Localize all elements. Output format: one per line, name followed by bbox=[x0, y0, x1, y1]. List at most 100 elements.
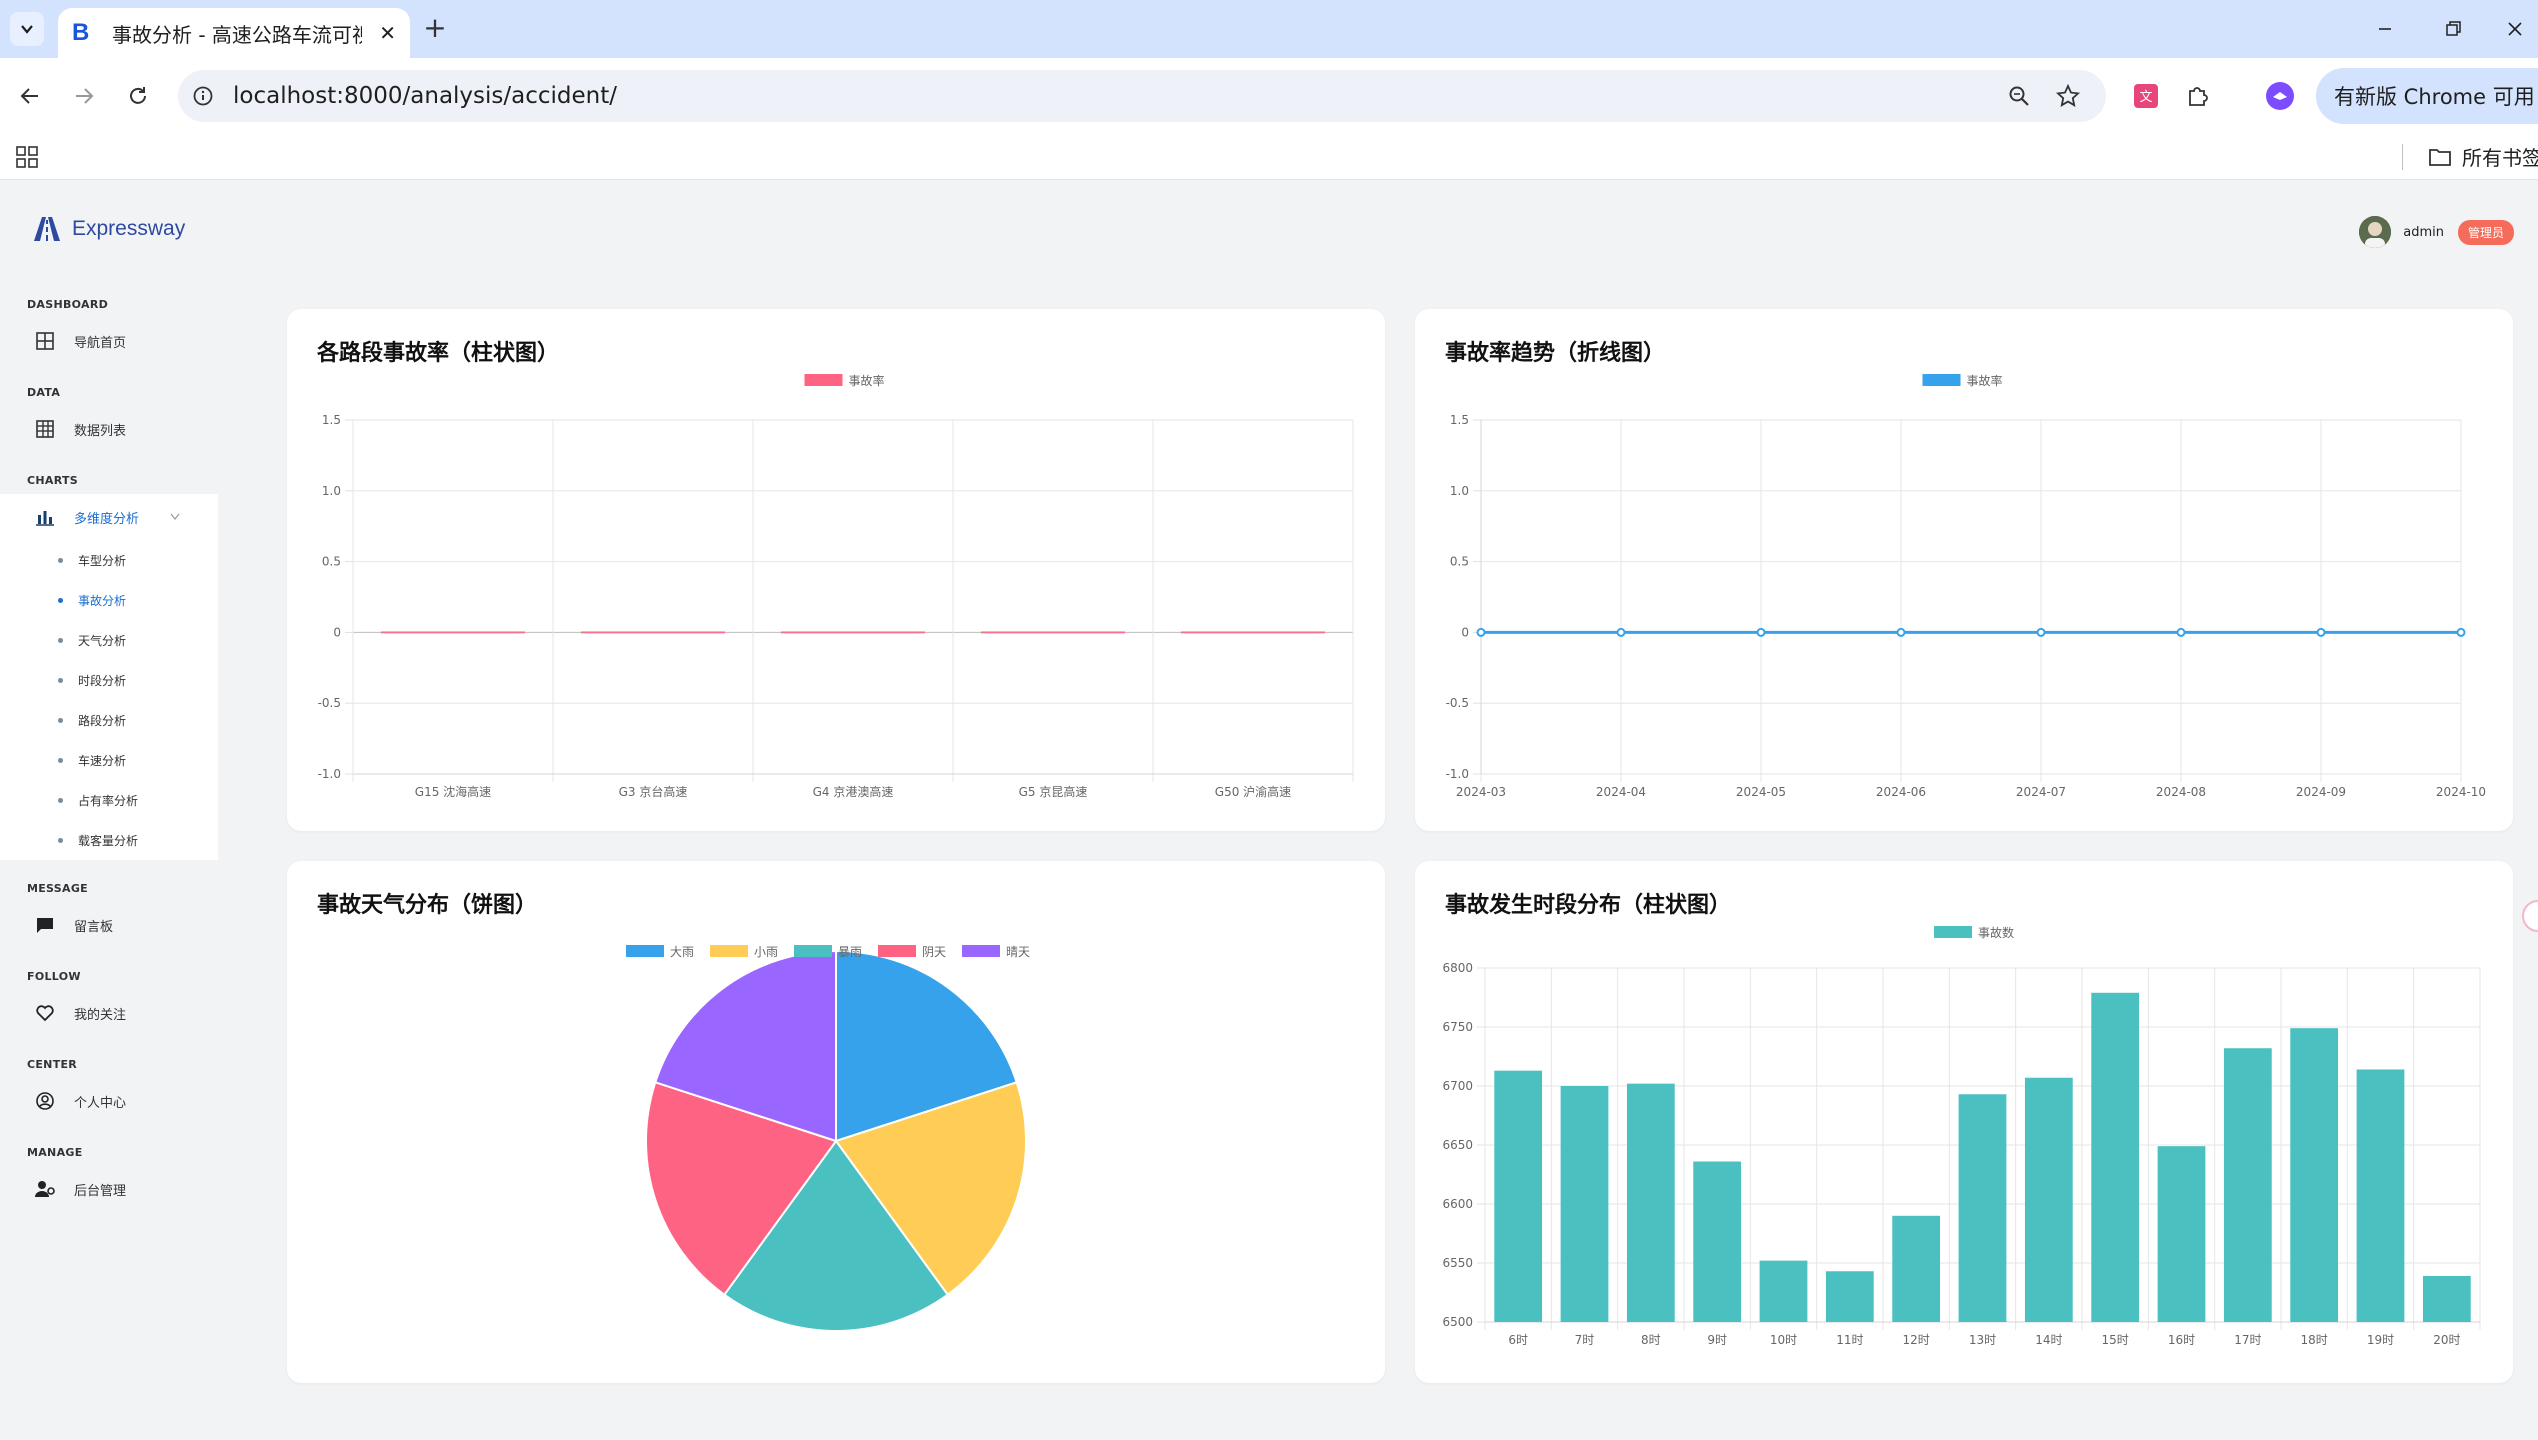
sidebar-item-label: 导航首页 bbox=[74, 335, 127, 351]
site-info-icon[interactable] bbox=[192, 85, 214, 107]
bar[interactable] bbox=[2223, 1048, 2272, 1322]
bar[interactable] bbox=[2157, 1146, 2206, 1322]
tab-search-button[interactable] bbox=[10, 12, 44, 46]
chart-legend[interactable]: 事故率 bbox=[1922, 373, 2003, 388]
submenu-item[interactable]: 车速分析 bbox=[0, 740, 218, 780]
y-tick-label: 0.5 bbox=[1450, 555, 1469, 569]
apps-grid-icon[interactable] bbox=[16, 146, 38, 168]
data-point[interactable] bbox=[2316, 627, 2326, 637]
bar[interactable] bbox=[2091, 992, 2140, 1322]
submenu-item[interactable]: 时段分析 bbox=[0, 660, 218, 700]
sidebar-item[interactable]: 多维度分析 bbox=[0, 494, 218, 540]
pie-slice[interactable] bbox=[835, 949, 1018, 1143]
avatar[interactable] bbox=[2359, 216, 2392, 248]
y-tick-label: -1.0 bbox=[1446, 767, 1469, 781]
sidebar-item[interactable]: 导航首页 bbox=[0, 318, 218, 364]
chart-legend[interactable]: 事故数 bbox=[1934, 925, 2014, 940]
submenu-item[interactable]: 载客量分析 bbox=[0, 820, 218, 860]
y-tick-label: 6750 bbox=[1442, 1020, 1473, 1034]
profile-button[interactable] bbox=[2262, 78, 2298, 114]
data-point[interactable] bbox=[1756, 627, 1766, 637]
data-point[interactable] bbox=[2036, 627, 2046, 637]
bar[interactable] bbox=[381, 631, 525, 634]
x-tick-label: 15时 bbox=[2102, 1333, 2129, 1347]
sidebar-item[interactable]: 数据列表 bbox=[0, 406, 218, 452]
data-point[interactable] bbox=[1476, 627, 1486, 637]
sidebar-section: DASHBOARD 导航首页 bbox=[0, 296, 218, 364]
chart-legend[interactable]: 事故率 bbox=[804, 373, 885, 388]
bar[interactable] bbox=[2356, 1069, 2405, 1322]
bar[interactable] bbox=[981, 631, 1125, 634]
all-bookmarks-button[interactable]: 所有书签 bbox=[2428, 142, 2538, 171]
translate-extension-button[interactable]: 文 bbox=[2128, 78, 2164, 114]
bar[interactable] bbox=[581, 631, 725, 634]
pie-slice[interactable] bbox=[722, 1139, 950, 1332]
bar[interactable] bbox=[1181, 631, 1325, 634]
bar[interactable] bbox=[1759, 1260, 1808, 1322]
user-menu[interactable]: admin 管理员 bbox=[2359, 216, 2514, 248]
heart-icon bbox=[34, 1002, 56, 1024]
address-bar[interactable]: localhost:8000/analysis/accident/ bbox=[178, 70, 2106, 122]
bar[interactable] bbox=[1892, 1215, 1941, 1322]
submenu-item[interactable]: 天气分析 bbox=[0, 620, 218, 660]
bullet-icon bbox=[58, 677, 63, 683]
x-tick-label: 2024-07 bbox=[2016, 785, 2066, 799]
data-point[interactable] bbox=[2176, 627, 2186, 637]
submenu-item[interactable]: 路段分析 bbox=[0, 700, 218, 740]
data-point[interactable] bbox=[1616, 627, 1626, 637]
sidebar-item[interactable]: 留言板 bbox=[0, 902, 218, 948]
y-axis: 1.5 1.0 0.5 0 -0.5 -1.0 bbox=[318, 413, 1353, 781]
legend-label: 阴天 bbox=[922, 945, 946, 959]
sidebar-item[interactable]: 后台管理 bbox=[0, 1166, 218, 1212]
x-tick-label: 2024-09 bbox=[2296, 785, 2346, 799]
back-button[interactable] bbox=[12, 78, 48, 114]
submenu-item[interactable]: 事故分析 bbox=[0, 580, 218, 620]
app-logo[interactable]: Expressway bbox=[32, 216, 185, 242]
bar[interactable] bbox=[2290, 1028, 2339, 1322]
sidebar-item[interactable]: 个人中心 bbox=[0, 1078, 218, 1124]
bar[interactable] bbox=[781, 631, 925, 634]
bookmark-star-icon[interactable] bbox=[2056, 84, 2080, 108]
bullet-icon bbox=[58, 797, 63, 803]
pie-slice[interactable] bbox=[645, 1081, 838, 1297]
y-tick-label: 1.0 bbox=[322, 484, 341, 498]
y-tick-label: 6700 bbox=[1442, 1079, 1473, 1093]
user-photo-icon bbox=[2359, 216, 2392, 248]
submenu-item[interactable]: 车型分析 bbox=[0, 540, 218, 580]
bar[interactable] bbox=[2024, 1077, 2073, 1322]
chrome-update-button[interactable]: 有新版 Chrome 可用⋮ bbox=[2316, 68, 2538, 124]
bar[interactable] bbox=[1494, 1070, 1543, 1322]
tab-close-icon[interactable]: ✕ bbox=[379, 21, 396, 45]
bar[interactable] bbox=[1825, 1271, 1874, 1322]
arrow-right-icon bbox=[76, 88, 94, 104]
data-point[interactable] bbox=[2456, 627, 2466, 637]
pie-slice[interactable] bbox=[834, 1081, 1027, 1297]
x-axis: 6时 7时 8时 9时 10时 11时 12时 13时 14时 15时 16时 17时 18时 19时 20… bbox=[1484, 968, 2481, 1347]
sidebar-item[interactable]: 我的关注 bbox=[0, 990, 218, 1036]
chevron-down-icon bbox=[21, 25, 33, 34]
chart-legend[interactable]: 大雨 小雨 暴雨 阴天 晴天 bbox=[626, 945, 1030, 959]
submenu-item[interactable]: 占有率分析 bbox=[0, 780, 218, 820]
minimize-button[interactable] bbox=[2370, 14, 2400, 44]
close-icon bbox=[2508, 22, 2522, 36]
reload-button[interactable] bbox=[120, 78, 156, 114]
y-tick-label: -0.5 bbox=[1446, 696, 1469, 710]
bar[interactable] bbox=[1626, 1083, 1675, 1322]
arrow-left-icon bbox=[20, 88, 38, 104]
data-point[interactable] bbox=[1896, 627, 1906, 637]
zoom-icon[interactable] bbox=[2008, 85, 2030, 107]
forward-button[interactable] bbox=[66, 78, 102, 114]
bar[interactable] bbox=[1560, 1086, 1609, 1322]
close-window-button[interactable] bbox=[2500, 14, 2530, 44]
floating-assistant-button[interactable] bbox=[2522, 900, 2538, 932]
bar[interactable] bbox=[1958, 1094, 2007, 1322]
bar[interactable] bbox=[1693, 1161, 1742, 1322]
chart-weather-pie: 大雨 小雨 暴雨 阴天 晴天 bbox=[626, 945, 1030, 1332]
bar[interactable] bbox=[2422, 1275, 2471, 1322]
extensions-button[interactable] bbox=[2180, 78, 2216, 114]
restore-button[interactable] bbox=[2438, 14, 2468, 44]
url-text[interactable]: localhost:8000/analysis/accident/ bbox=[233, 83, 617, 109]
chart-hourly-bars: 6800 6750 6700 6650 6600 6550 6500 6时 7时 8时 9时 10时 1… bbox=[1442, 925, 2481, 1347]
new-tab-button[interactable]: + bbox=[423, 11, 447, 44]
browser-tab-active[interactable]: B 事故分析 - 高速公路车流可视化 ✕ bbox=[58, 8, 410, 58]
